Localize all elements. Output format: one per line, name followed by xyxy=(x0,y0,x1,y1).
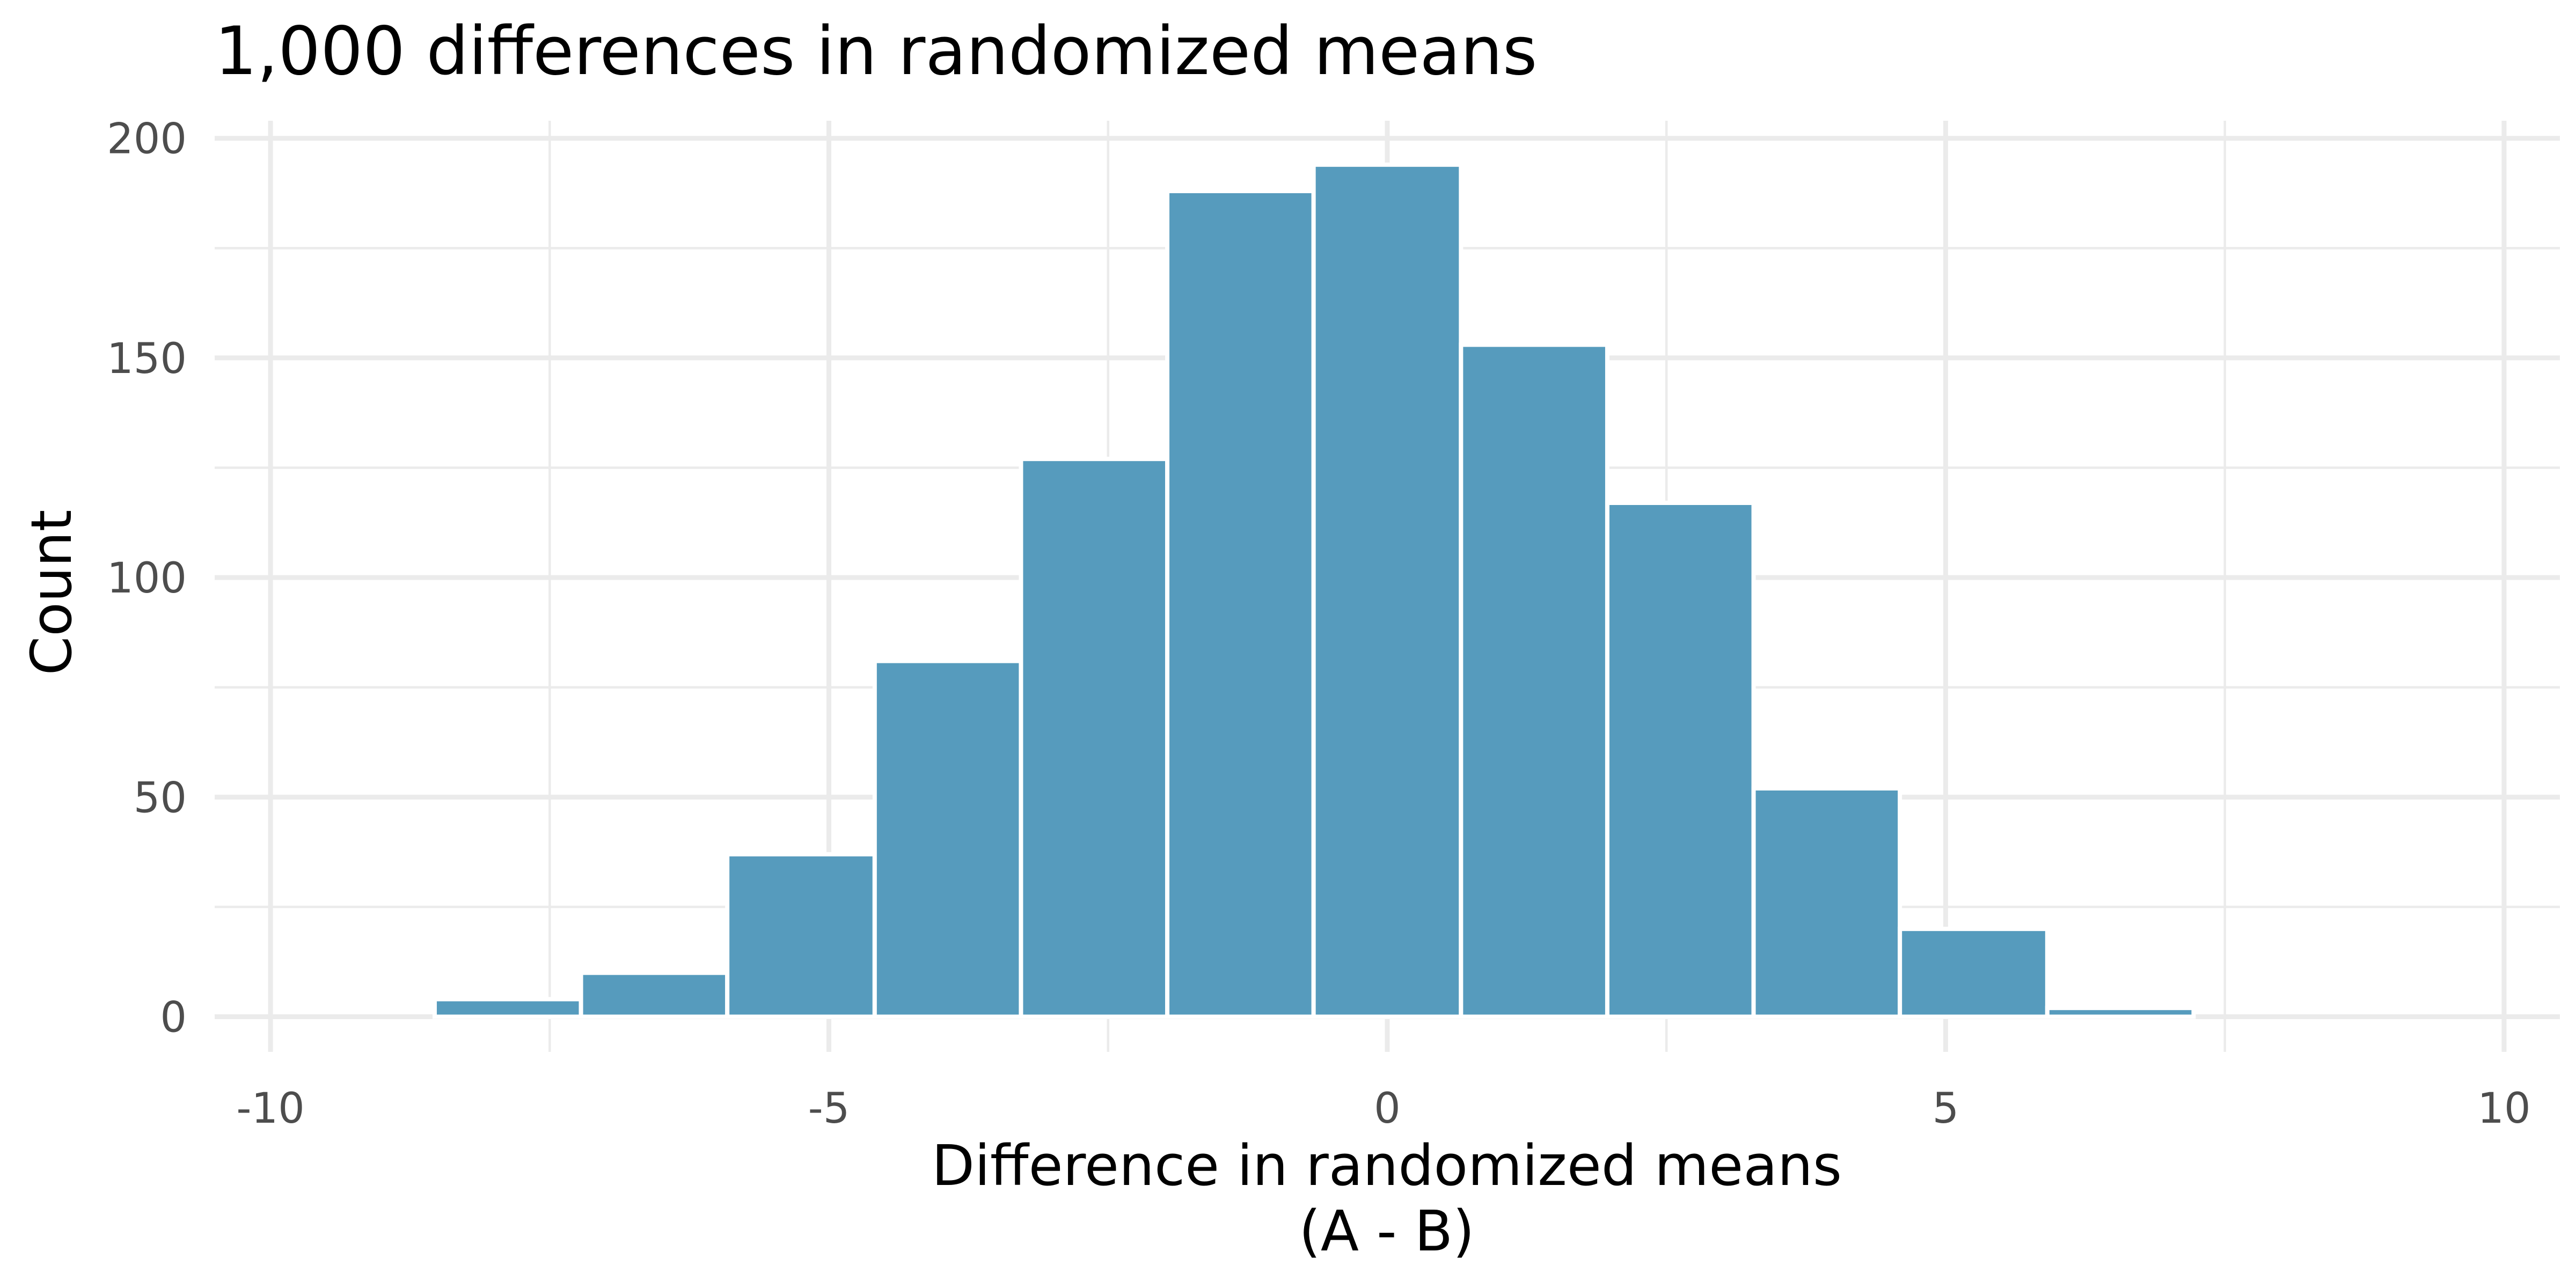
x-tick-label: -5 xyxy=(808,1085,850,1133)
y-tick-label: 200 xyxy=(107,115,187,164)
histogram-bar xyxy=(1459,342,1609,1019)
histogram-bar xyxy=(2045,1006,2196,1019)
y-axis-title: Count xyxy=(19,510,84,676)
histogram-bar xyxy=(432,997,583,1019)
y-axis-ticks: 0 50 100 150 200 xyxy=(107,115,187,1042)
x-axis-title-line-1: Difference in randomized means xyxy=(932,1133,1842,1198)
x-tick-label: 0 xyxy=(1374,1085,1401,1133)
histogram-bar xyxy=(725,852,877,1019)
histogram-bar xyxy=(1751,786,1902,1019)
x-tick-label: 10 xyxy=(2477,1085,2530,1133)
x-axis-ticks: -10 -5 0 5 10 xyxy=(236,1085,2530,1133)
histogram-bar xyxy=(1898,926,2050,1019)
x-tick-label: 5 xyxy=(1933,1085,1959,1133)
x-axis-title-line-2: (A - B) xyxy=(1299,1198,1474,1264)
histogram-bar xyxy=(872,658,1023,1019)
y-tick-label: 0 xyxy=(160,994,187,1042)
y-tick-label: 100 xyxy=(107,554,187,603)
histogram-bar xyxy=(1019,457,1170,1019)
y-tick-label: 150 xyxy=(107,335,187,383)
histogram-bar xyxy=(1311,162,1463,1019)
histogram-bar xyxy=(1165,188,1316,1019)
histogram-bar xyxy=(1605,501,1756,1019)
x-tick-label: -10 xyxy=(236,1085,304,1133)
histogram-bar xyxy=(579,970,730,1019)
histogram-bars xyxy=(432,162,2196,1019)
chart-title: 1,000 differences in randomized means xyxy=(215,13,1538,90)
y-tick-label: 50 xyxy=(134,774,187,822)
